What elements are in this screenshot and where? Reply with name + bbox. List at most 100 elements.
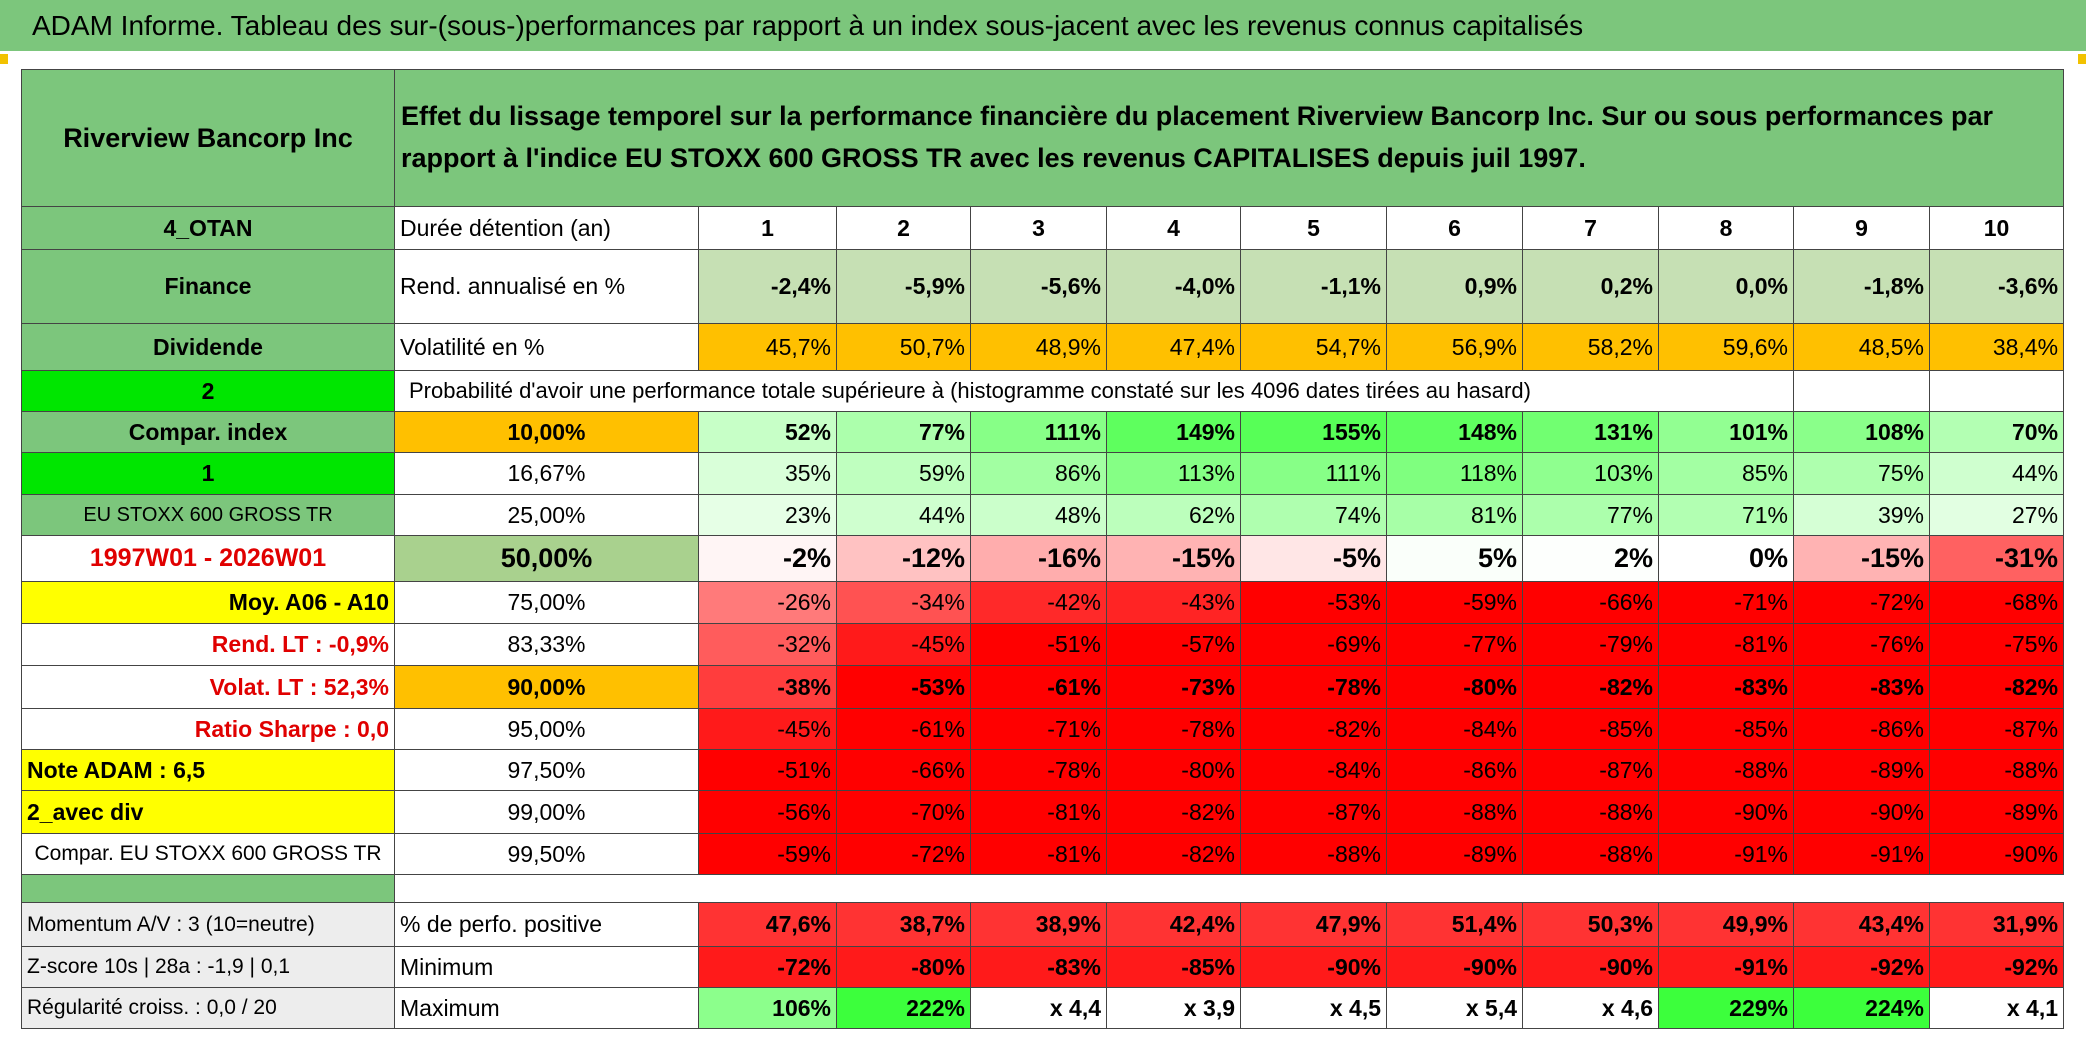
empty-cell <box>1928 370 2065 412</box>
value-cell: -87% <box>1522 749 1659 791</box>
value-cell: 1 <box>698 206 837 250</box>
value-cell: 51,4% <box>1386 902 1523 947</box>
value-cell: 0,0% <box>1658 249 1794 324</box>
value-cell: -51% <box>970 623 1107 666</box>
row-name: 25,00% <box>394 494 699 536</box>
value-cell: 111% <box>1240 452 1387 495</box>
value-cell: -92% <box>1793 946 1930 988</box>
value-cell: 48,5% <box>1793 323 1930 371</box>
value-cell: -90% <box>1928 833 2065 875</box>
value-cell: 222% <box>836 987 971 1029</box>
value-cell: -71% <box>970 708 1107 750</box>
value-cell: -88% <box>1522 833 1659 875</box>
value-cell: -80% <box>836 946 971 988</box>
row-name: 16,67% <box>394 452 699 495</box>
value-cell: -88% <box>1386 790 1523 834</box>
table-row: Régularité croiss. : 0,0 / 20 Maximum 106%… <box>21 987 2065 1029</box>
title-bar: ADAM Informe. Tableau des sur-(sous-)per… <box>0 0 2086 51</box>
value-cell: -88% <box>1522 790 1659 834</box>
value-cell: 86% <box>970 452 1107 495</box>
value-cell: -85% <box>1522 708 1659 750</box>
value-cell: -88% <box>1658 749 1794 791</box>
value-cell: -16% <box>970 535 1107 582</box>
value-cell: 49,9% <box>1658 902 1794 947</box>
row-name: 95,00% <box>394 708 699 750</box>
value-cell: 39% <box>1793 494 1930 536</box>
value-cell: 38,9% <box>970 902 1107 947</box>
value-cell: 31,9% <box>1928 902 2065 947</box>
value-cell: -32% <box>698 623 837 666</box>
value-cell: 74% <box>1240 494 1387 536</box>
value-cell: -91% <box>1793 833 1930 875</box>
value-cell: 50,7% <box>836 323 971 371</box>
value-cell: 0,9% <box>1386 249 1523 324</box>
value-cell: -38% <box>698 665 837 709</box>
value-cell: 44% <box>1928 452 2065 495</box>
value-cell: 3 <box>970 206 1107 250</box>
value-cell: -56% <box>698 790 837 834</box>
value-cell: 2% <box>1522 535 1659 582</box>
value-cell: -88% <box>1928 749 2065 791</box>
value-cell: 62% <box>1106 494 1241 536</box>
value-cell: 27% <box>1928 494 2065 536</box>
table-row: Z-score 10s | 28a : -1,9 | 0,1 Minimum -72… <box>21 946 2065 988</box>
value-cell: -81% <box>970 790 1107 834</box>
table-row: Dividende Volatilité en % 45,7% 50,7% 48,9% 4… <box>21 323 2065 371</box>
value-cell: x 4,1 <box>1928 987 2065 1029</box>
row-name: 75,00% <box>394 581 699 624</box>
value-cell: -82% <box>1240 708 1387 750</box>
row-name: 97,50% <box>394 749 699 791</box>
value-cell: -57% <box>1106 623 1241 666</box>
table-row: Rend. LT : -0,9% 83,33% -32% -45% -51% -57% -6… <box>21 623 2065 666</box>
row-label: Finance <box>21 249 395 324</box>
value-cell: -2,4% <box>698 249 837 324</box>
value-cell: -90% <box>1793 790 1930 834</box>
table-row: 4_OTAN Durée détention (an) 1 2 3 4 5 6 7 8 9 10 <box>21 206 2065 250</box>
title: ADAM Informe. Tableau des sur-(sous-)per… <box>32 10 1584 41</box>
table-row: Compar. EU STOXX 600 GROSS TR 99,50% -59% -… <box>21 833 2065 875</box>
value-cell: -31% <box>1928 535 2065 582</box>
row-label: 2 <box>21 370 395 412</box>
table-row: Compar. index 10,00% 52% 77% 111% 149% 155% 148… <box>21 411 2065 453</box>
value-cell: 38,4% <box>1928 323 2065 371</box>
value-cell: -85% <box>1106 946 1241 988</box>
value-cell: 149% <box>1106 411 1241 453</box>
value-cell: -80% <box>1106 749 1241 791</box>
value-cell: 35% <box>698 452 837 495</box>
value-cell: -53% <box>836 665 971 709</box>
value-cell: -89% <box>1928 790 2065 834</box>
row-label: Volat. LT : 52,3% <box>21 665 395 709</box>
row-name: 50,00% <box>394 535 699 582</box>
table-row: 2 Probabilité d'avoir une performance tot… <box>21 370 2065 412</box>
value-cell: -92% <box>1928 946 2065 988</box>
row-label: Rend. LT : -0,9% <box>21 623 395 666</box>
value-cell: -87% <box>1928 708 2065 750</box>
value-cell: -82% <box>1106 790 1241 834</box>
row-name: Volatilité en % <box>394 323 699 371</box>
row-label: Note ADAM : 6,5 <box>21 749 395 791</box>
value-cell: -26% <box>698 581 837 624</box>
table-row: 2_avec div 99,00% -56% -70% -81% -82% -87% -88%… <box>21 790 2065 834</box>
value-cell: 10 <box>1928 206 2065 250</box>
edge-marker <box>0 54 8 64</box>
header-row: Riverview Bancorp Inc Effet du lissage te… <box>21 69 2065 207</box>
row-name: 10,00% <box>394 411 699 453</box>
value-cell: -78% <box>970 749 1107 791</box>
value-cell: -1,1% <box>1240 249 1387 324</box>
value-cell: -5,9% <box>836 249 971 324</box>
value-cell: -73% <box>1106 665 1241 709</box>
value-cell: 45,7% <box>698 323 837 371</box>
value-cell: -79% <box>1522 623 1659 666</box>
value-cell: -70% <box>836 790 971 834</box>
value-cell: 70% <box>1928 411 2065 453</box>
row-label: 4_OTAN <box>21 206 395 250</box>
row-name: 99,50% <box>394 833 699 875</box>
value-cell: -59% <box>1386 581 1523 624</box>
row-label: EU STOXX 600 GROSS TR <box>21 494 395 536</box>
value-cell: 113% <box>1106 452 1241 495</box>
value-cell: -3,6% <box>1928 249 2065 324</box>
value-cell: -15% <box>1793 535 1930 582</box>
value-cell: -89% <box>1386 833 1523 875</box>
row-label: Z-score 10s | 28a : -1,9 | 0,1 <box>21 946 395 988</box>
row-name: Minimum <box>394 946 699 988</box>
